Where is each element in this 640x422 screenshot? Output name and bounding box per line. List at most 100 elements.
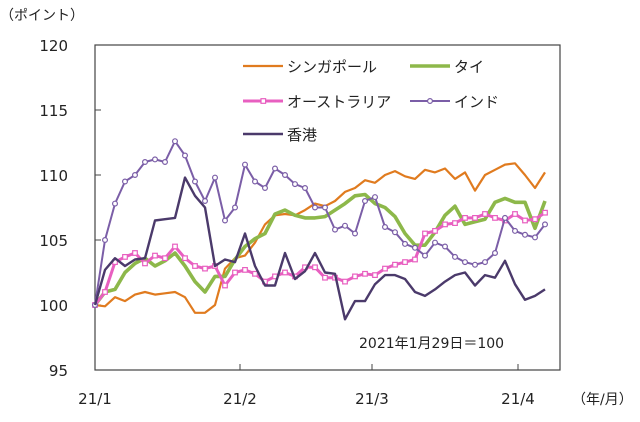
x-tick-label: 21/2	[223, 390, 257, 408]
data-point	[493, 251, 498, 256]
y-tick-label: 95	[49, 362, 68, 380]
data-point	[533, 235, 538, 240]
legend-item: タイ	[410, 58, 484, 76]
data-point	[323, 275, 328, 280]
y-tick-label: 110	[39, 167, 68, 185]
data-point	[103, 238, 108, 243]
data-point	[143, 160, 148, 165]
data-point	[103, 290, 108, 295]
data-point	[253, 272, 258, 277]
data-point	[193, 179, 198, 184]
data-point	[363, 272, 368, 277]
x-tick-label: 21/3	[355, 390, 389, 408]
data-point	[293, 182, 298, 187]
legend-label: インド	[454, 93, 499, 111]
data-point	[533, 217, 538, 222]
data-point	[133, 173, 138, 178]
data-point	[123, 255, 128, 260]
data-point	[343, 223, 348, 228]
legend-item: 香港	[243, 126, 317, 144]
legend-label: タイ	[454, 58, 484, 76]
data-point	[213, 175, 218, 180]
data-point	[203, 199, 208, 204]
series-香港	[95, 178, 545, 320]
data-point	[233, 270, 238, 275]
legend-label: 香港	[287, 126, 317, 144]
data-point	[383, 266, 388, 271]
data-point	[183, 153, 188, 158]
y-tick-label: 100	[39, 297, 68, 315]
data-point	[303, 186, 308, 191]
data-point	[443, 244, 448, 249]
data-point	[313, 265, 318, 270]
data-point	[393, 230, 398, 235]
data-point	[383, 225, 388, 230]
data-point	[333, 227, 338, 232]
data-point	[493, 216, 498, 221]
legend-label: オーストラリア	[287, 93, 391, 111]
data-point	[413, 257, 418, 262]
data-point	[473, 262, 478, 267]
x-axis-label: （年/月）	[572, 392, 633, 408]
data-point	[263, 186, 268, 191]
x-tick-label: 21/4	[501, 390, 535, 408]
legend-item: インド	[410, 93, 499, 111]
data-point	[483, 260, 488, 265]
data-point	[313, 205, 318, 210]
legend-item: シンガポール	[243, 58, 377, 76]
data-point	[353, 231, 358, 236]
series-line	[95, 163, 545, 312]
data-point	[463, 216, 468, 221]
data-point	[183, 256, 188, 261]
data-point	[173, 139, 178, 144]
data-point	[543, 222, 548, 227]
data-point	[173, 244, 178, 249]
data-point	[503, 216, 508, 221]
data-point	[253, 179, 258, 184]
data-point	[163, 160, 168, 165]
data-point	[243, 268, 248, 273]
y-tick-label: 105	[39, 232, 68, 250]
data-point	[123, 179, 128, 184]
data-point	[223, 283, 228, 288]
series-line	[95, 141, 545, 305]
data-point	[373, 273, 378, 278]
data-point	[523, 218, 528, 223]
data-point	[453, 221, 458, 226]
legend-item: オーストラリア	[243, 93, 391, 111]
data-point	[283, 173, 288, 178]
series-line	[95, 195, 545, 306]
data-point	[273, 166, 278, 171]
series-line	[95, 178, 545, 320]
data-point	[133, 251, 138, 256]
data-point	[373, 195, 378, 200]
y-axis-label: （ポイント）	[0, 8, 84, 24]
x-tick-label: 21/1	[78, 390, 112, 408]
data-point	[353, 274, 358, 279]
data-point	[223, 218, 228, 223]
data-point	[433, 229, 438, 234]
data-point	[453, 255, 458, 260]
data-point	[473, 216, 478, 221]
data-point	[423, 231, 428, 236]
y-tick-label: 115	[39, 102, 68, 120]
data-point	[393, 262, 398, 267]
data-point	[323, 205, 328, 210]
data-point	[363, 199, 368, 204]
data-point	[153, 157, 158, 162]
data-point	[243, 162, 248, 167]
data-point	[423, 253, 428, 258]
data-point	[483, 212, 488, 217]
data-point	[443, 222, 448, 227]
data-point	[233, 205, 238, 210]
data-point	[543, 210, 548, 215]
data-point	[433, 240, 438, 245]
data-point	[113, 201, 118, 206]
data-point	[153, 253, 158, 258]
data-point	[403, 242, 408, 247]
series-シンガポール	[95, 163, 545, 313]
data-point	[163, 256, 168, 261]
series-タイ	[95, 194, 545, 305]
